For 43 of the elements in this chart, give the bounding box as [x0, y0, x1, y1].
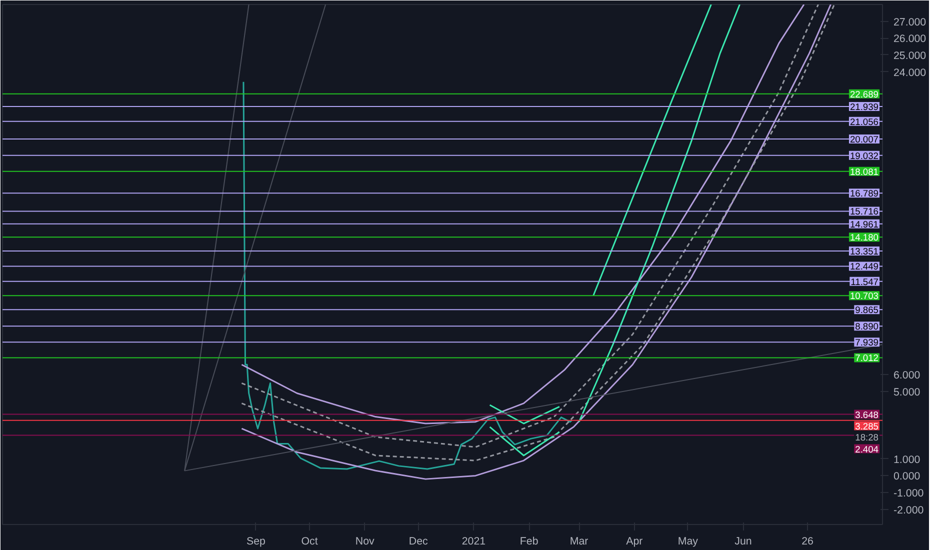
ref-line-label: 14.180: [850, 232, 878, 243]
ref-line-label: 21.056: [850, 116, 878, 127]
x-tick-label: Mar: [570, 536, 589, 548]
ref-line-label: 3.285: [855, 421, 878, 432]
ref-line-label: 19.032: [850, 150, 878, 161]
ref-line-label: 2.404: [855, 444, 878, 454]
y-tick-label: 5.000: [894, 386, 920, 399]
y-tick-label: -2.000: [894, 504, 924, 516]
x-tick-label: Sep: [246, 536, 266, 548]
x-tick-label: 2021: [462, 536, 486, 548]
ref-line-label: 18.081: [850, 166, 878, 177]
y-tick-label: 24.000: [894, 66, 926, 79]
y-tick-label: 26.000: [894, 33, 926, 46]
x-tick-label: Jun: [734, 536, 752, 548]
ref-line-label: 21.939: [850, 102, 878, 112]
annotation: 18:28: [855, 432, 878, 442]
ref-line-label: 3.648: [855, 410, 878, 420]
ref-line-label: 12.449: [850, 262, 878, 272]
ref-line-label: 10.703: [850, 291, 878, 302]
ref-line-label: 13.351: [850, 246, 878, 257]
x-tick-label: 26: [802, 536, 814, 548]
ref-line-label: 20.007: [850, 134, 878, 145]
y-tick-label: 0.000: [894, 470, 920, 483]
ref-line-label: 15.716: [850, 206, 878, 217]
y-tick-label: 25.000: [894, 50, 926, 62]
y-tick-label: -1.000: [894, 488, 924, 500]
ref-line-label: 7.939: [855, 338, 878, 348]
x-tick-label: May: [678, 536, 699, 548]
x-tick-label: Feb: [520, 536, 538, 548]
x-tick-label: Dec: [408, 536, 429, 548]
ref-line-label: 14.961: [850, 219, 878, 230]
x-tick-label: Apr: [626, 536, 644, 548]
ref-line-label: 8.890: [855, 322, 878, 332]
ref-line-label: 16.789: [850, 188, 878, 199]
y-tick-label: 27.000: [894, 16, 926, 28]
x-tick-label: Nov: [355, 536, 375, 548]
y-tick-label: 6.000: [894, 370, 920, 382]
x-tick-label: Oct: [301, 536, 318, 548]
ref-line-label: 11.547: [850, 276, 879, 287]
ref-line-label: 22.689: [850, 89, 878, 100]
y-tick-label: 1.000: [894, 454, 920, 466]
ref-line-label: 7.012: [855, 353, 878, 364]
ref-line-label: 9.865: [855, 305, 878, 316]
